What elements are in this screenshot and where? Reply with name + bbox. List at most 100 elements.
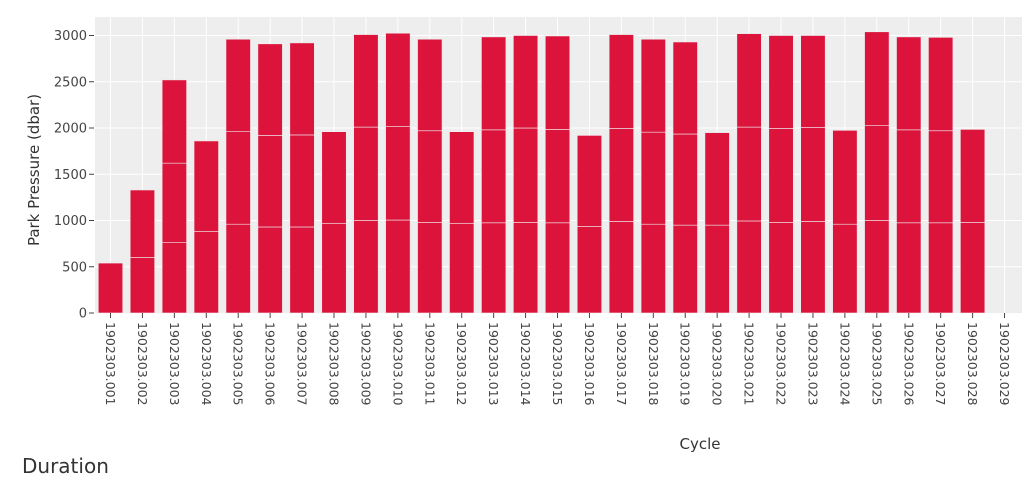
bar-segment[interactable] [385,219,411,314]
bar-segment[interactable] [864,125,890,221]
bar-segment[interactable] [704,224,730,314]
bar-segment[interactable] [832,130,858,225]
bar-segment[interactable] [800,35,826,128]
bar-segment[interactable] [576,226,603,314]
bar-segment[interactable] [896,129,922,224]
bar-segment[interactable] [225,223,251,314]
bar-segment[interactable] [161,162,187,243]
x-tick-label: 1902303.008 [327,322,342,406]
bar-segment[interactable] [640,38,666,133]
x-tick-label: 1902303.017 [614,322,629,406]
bar-segment[interactable] [513,127,539,223]
bar-segment[interactable] [289,134,315,228]
bar-segment[interactable] [449,131,475,224]
y-tick-label: 2000 [54,122,87,137]
x-tick-label: 1902303.010 [390,322,405,406]
bar-segment[interactable] [225,38,251,133]
bar-segment[interactable] [544,129,571,224]
bar-segment[interactable] [353,34,379,128]
bar-segment[interactable] [417,130,443,223]
bar-segment[interactable] [928,130,954,224]
bar-segment[interactable] [544,222,571,314]
bar-segment[interactable] [672,133,698,226]
bar-segment[interactable] [321,222,347,314]
x-tick-label: 1902303.005 [231,322,246,406]
bar-segment[interactable] [608,128,634,222]
bar-segment[interactable] [513,35,539,129]
bar-segment[interactable] [576,135,603,227]
bar-segment[interactable] [481,36,507,131]
y-tick-label: 1500 [54,168,87,183]
bar-segment[interactable] [928,37,954,132]
bar-segment[interactable] [768,35,794,129]
x-tick-label: 1902303.028 [965,322,980,406]
bar-segment[interactable] [736,126,762,222]
bar-segment[interactable] [385,32,411,127]
bar-segment[interactable] [449,222,475,314]
y-tick-labels: 0 500 1000 1500 2000 2500 3000 [54,29,94,322]
bar-segment[interactable] [385,126,411,221]
bar-segment[interactable] [768,222,794,314]
bar-segment[interactable] [768,128,794,223]
y-tick-label: 500 [62,260,87,275]
y-tick-label: 0 [79,307,87,322]
bar-segment[interactable] [640,131,666,225]
x-tick-label: 1902303.012 [454,322,469,406]
x-tick-label: 1902303.025 [869,322,884,406]
bar-segment[interactable] [513,222,539,314]
bar-segment[interactable] [864,31,890,126]
y-tick-label: 3000 [54,29,87,44]
bar-segment[interactable] [960,222,986,314]
bar-segment[interactable] [353,220,379,314]
bar-segment[interactable] [672,41,698,135]
bar-segment[interactable] [161,242,187,314]
x-tick-label: 1902303.023 [805,322,820,406]
y-axis-title: Park Pressure (dbar) [25,94,43,246]
bar-segment[interactable] [193,231,219,314]
bar-segment[interactable] [608,221,634,314]
x-tick-label: 1902303.024 [837,322,852,406]
bar-segment[interactable] [257,135,283,228]
bar-segment[interactable] [289,226,315,314]
x-tick-label: 1902303.007 [295,322,310,406]
bar-segment[interactable] [672,224,698,314]
bar-segment[interactable] [481,129,507,224]
bar-segment[interactable] [800,127,826,222]
bar-segment[interactable] [736,220,762,314]
x-tick-label: 1902303.011 [422,322,437,406]
bar-segment[interactable] [97,262,124,314]
bar-segment[interactable] [896,222,922,314]
bar-segment[interactable] [640,223,666,314]
bars [97,31,986,314]
x-tick-label: 1902303.022 [774,322,789,406]
bar-segment[interactable] [864,220,890,314]
bar-segment[interactable] [289,42,315,136]
bar-segment[interactable] [321,131,347,224]
bar-segment[interactable] [193,140,219,232]
bar-segment[interactable] [960,129,986,223]
x-tick-label: 1902303.003 [167,322,182,406]
bar-segment[interactable] [896,36,922,131]
bar-segment[interactable] [608,34,634,129]
bar-segment[interactable] [417,222,443,314]
bar-segment[interactable] [257,43,283,136]
x-tick-label: 1902303.004 [199,322,214,406]
bar-segment[interactable] [225,131,251,225]
bar-segment[interactable] [928,222,954,314]
x-tick-label: 1902303.026 [901,322,916,406]
bar-segment[interactable] [832,223,858,314]
bar-segment[interactable] [353,126,379,221]
bar-segment[interactable] [800,221,826,314]
bar-segment[interactable] [257,226,283,314]
bar-segment[interactable] [704,132,730,226]
bar-segment[interactable] [129,257,155,314]
bar-segment[interactable] [129,189,155,258]
x-tick-label: 1902303.020 [710,322,725,406]
bar-segment[interactable] [544,35,571,130]
x-tick-labels: 1902303.001 1902303.002 1902303.003 1902303… [103,313,1012,406]
bar-segment[interactable] [161,79,187,164]
bar-segment[interactable] [481,222,507,314]
bar-segment[interactable] [417,38,443,132]
bar-segment[interactable] [736,33,762,128]
x-tick-label: 1902303.027 [933,322,948,406]
